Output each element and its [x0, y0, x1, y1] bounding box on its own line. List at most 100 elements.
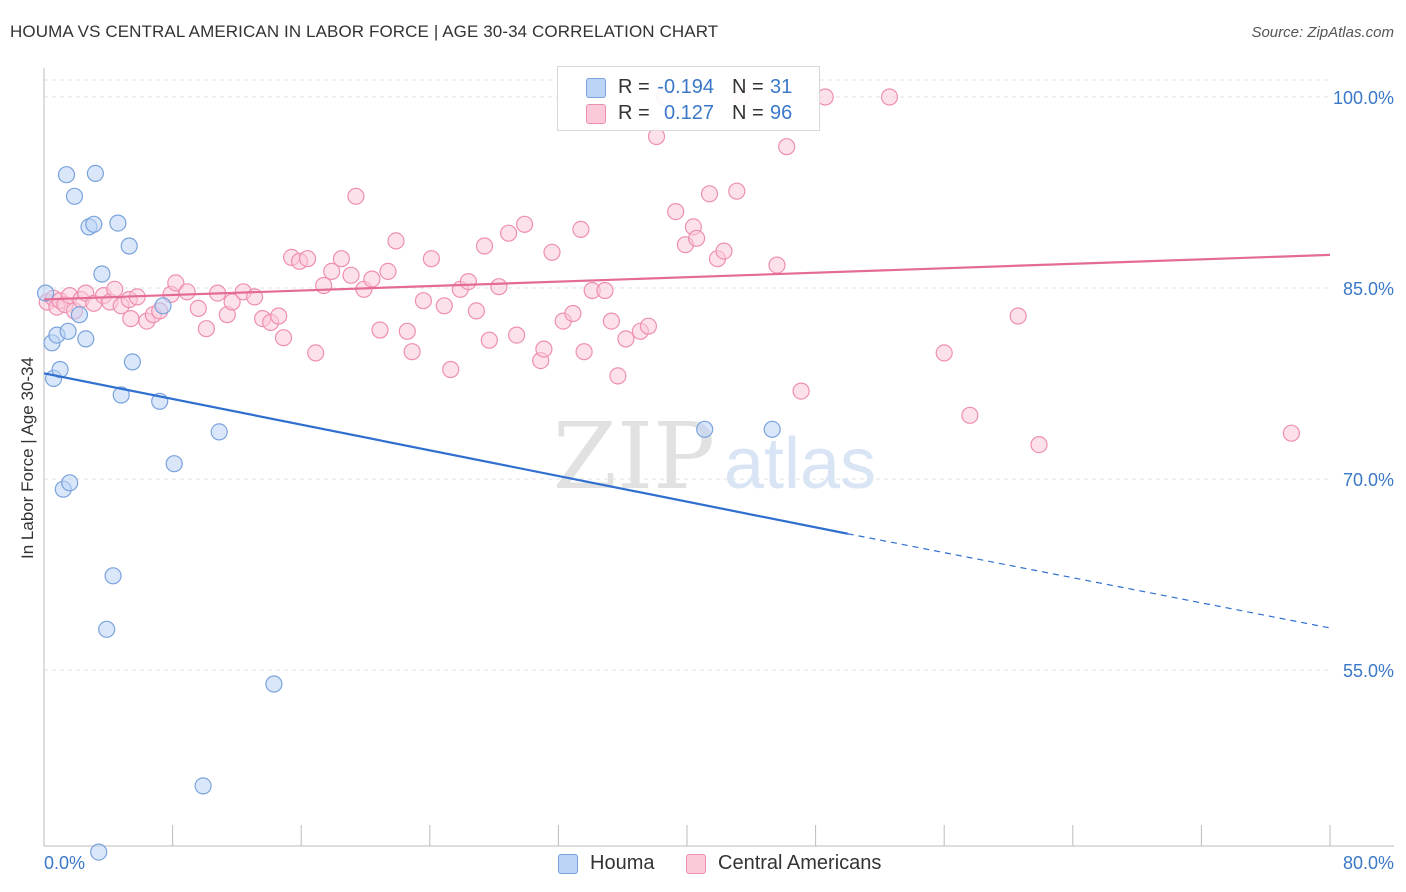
central-americans-point — [792, 382, 810, 400]
central-americans-point — [379, 262, 397, 280]
central-americans-point — [189, 299, 207, 317]
y-tick-label: 70.0% — [1343, 470, 1394, 490]
central-americans-point — [467, 302, 485, 320]
grid-lines — [44, 79, 1330, 671]
houma-trend-line — [43, 372, 848, 535]
central-americans-point — [332, 250, 350, 268]
watermark-zip: ZIP — [553, 403, 715, 510]
central-americans-points — [38, 88, 1301, 454]
central-americans-point — [778, 138, 796, 156]
houma-point — [109, 214, 127, 232]
central-americans-point — [935, 344, 953, 362]
houma-point — [194, 777, 212, 795]
x-tick-label: 0.0% — [44, 853, 85, 873]
central-americans-point — [197, 320, 215, 338]
central-americans-point — [500, 224, 518, 242]
houma-point — [59, 322, 77, 340]
central-americans-point — [398, 322, 416, 340]
central-americans-point — [768, 256, 786, 274]
central-americans-point — [602, 312, 621, 330]
central-americans-point — [274, 329, 293, 347]
central-americans-point — [572, 220, 590, 238]
houma-point — [93, 265, 111, 283]
central-americans-point — [961, 406, 979, 424]
watermark: ZIP atlas — [553, 403, 876, 510]
central-americans-point — [371, 321, 389, 339]
chart-title: HOUMA VS CENTRAL AMERICAN IN LABOR FORCE… — [10, 22, 719, 41]
houma-point — [86, 164, 105, 182]
central-americans-point — [507, 326, 526, 344]
houma-point — [104, 567, 122, 585]
r-label: R = — [618, 76, 650, 98]
central-legend-label: Central Americans — [718, 852, 882, 874]
houma-point — [210, 423, 228, 441]
central-americans-point — [617, 330, 635, 348]
central-americans-point — [323, 262, 341, 280]
houma-r-value: -0.194 — [657, 76, 714, 98]
houma-swatch — [586, 78, 606, 98]
central-americans-point — [414, 292, 432, 310]
central-americans-point — [1282, 424, 1301, 442]
central-americans-point — [609, 367, 627, 385]
central-americans-point — [459, 273, 477, 291]
central-americans-trend-line — [43, 253, 1331, 301]
r-label: R = — [618, 102, 650, 124]
houma-point — [98, 620, 116, 638]
central-americans-point — [575, 343, 593, 361]
houma-point — [154, 297, 172, 315]
central-americans-point — [687, 229, 706, 247]
central-americans-point — [342, 266, 360, 284]
central-americans-point — [270, 307, 288, 325]
central-americans-point — [403, 343, 421, 361]
houma-point — [77, 330, 95, 348]
houma-point — [763, 420, 781, 438]
y-tick-label: 85.0% — [1343, 279, 1394, 299]
houma-legend-label: Houma — [590, 852, 655, 874]
central-americans-point — [1030, 436, 1048, 454]
central-swatch — [586, 104, 606, 124]
houma-point — [120, 237, 138, 255]
x-tick-label: 80.0% — [1343, 853, 1394, 873]
houma-point — [61, 474, 79, 492]
watermark-atlas: atlas — [724, 424, 876, 504]
houma-point — [36, 284, 55, 302]
stats-legend: R = -0.194 N = 31 R = 0.127 N = 96 — [557, 66, 820, 131]
houma-legend-swatch — [558, 854, 578, 874]
houma-point — [57, 166, 76, 184]
y-tick-labels: 55.0% 70.0% 85.0% 100.0% — [1333, 88, 1394, 681]
n-label: N = — [732, 102, 764, 124]
central-americans-point — [543, 243, 561, 261]
central-n-value: 96 — [770, 102, 793, 124]
x-tick-labels: 0.0% 80.0% — [44, 853, 1394, 873]
central-americans-point — [715, 242, 733, 260]
houma-point — [112, 386, 130, 404]
central-americans-point — [299, 250, 317, 268]
trend-lines — [43, 253, 1331, 629]
central-americans-point — [564, 304, 582, 323]
central-americans-point — [880, 88, 899, 106]
central-americans-point — [387, 232, 405, 250]
central-americans-point — [475, 237, 494, 255]
houma-point — [696, 420, 714, 438]
houma-point — [70, 306, 89, 324]
y-tick-label: 55.0% — [1343, 661, 1394, 681]
central-americans-point — [639, 317, 658, 335]
central-americans-point — [490, 278, 508, 296]
houma-point — [165, 455, 183, 473]
houma-point — [265, 675, 283, 693]
houma-point — [85, 215, 103, 233]
houma-point — [65, 187, 84, 205]
central-americans-point — [122, 310, 140, 328]
central-americans-point — [596, 281, 614, 300]
central-americans-point — [1009, 307, 1027, 325]
y-tick-label: 100.0% — [1333, 88, 1394, 108]
houma-point — [90, 843, 108, 861]
central-americans-point — [167, 274, 185, 292]
central-americans-point — [480, 331, 498, 349]
houma-n-value: 31 — [770, 76, 793, 98]
central-americans-point — [515, 215, 534, 233]
n-label: N = — [732, 76, 764, 98]
central-r-value: 0.127 — [663, 102, 714, 124]
houma-trend-extension — [847, 533, 1331, 629]
